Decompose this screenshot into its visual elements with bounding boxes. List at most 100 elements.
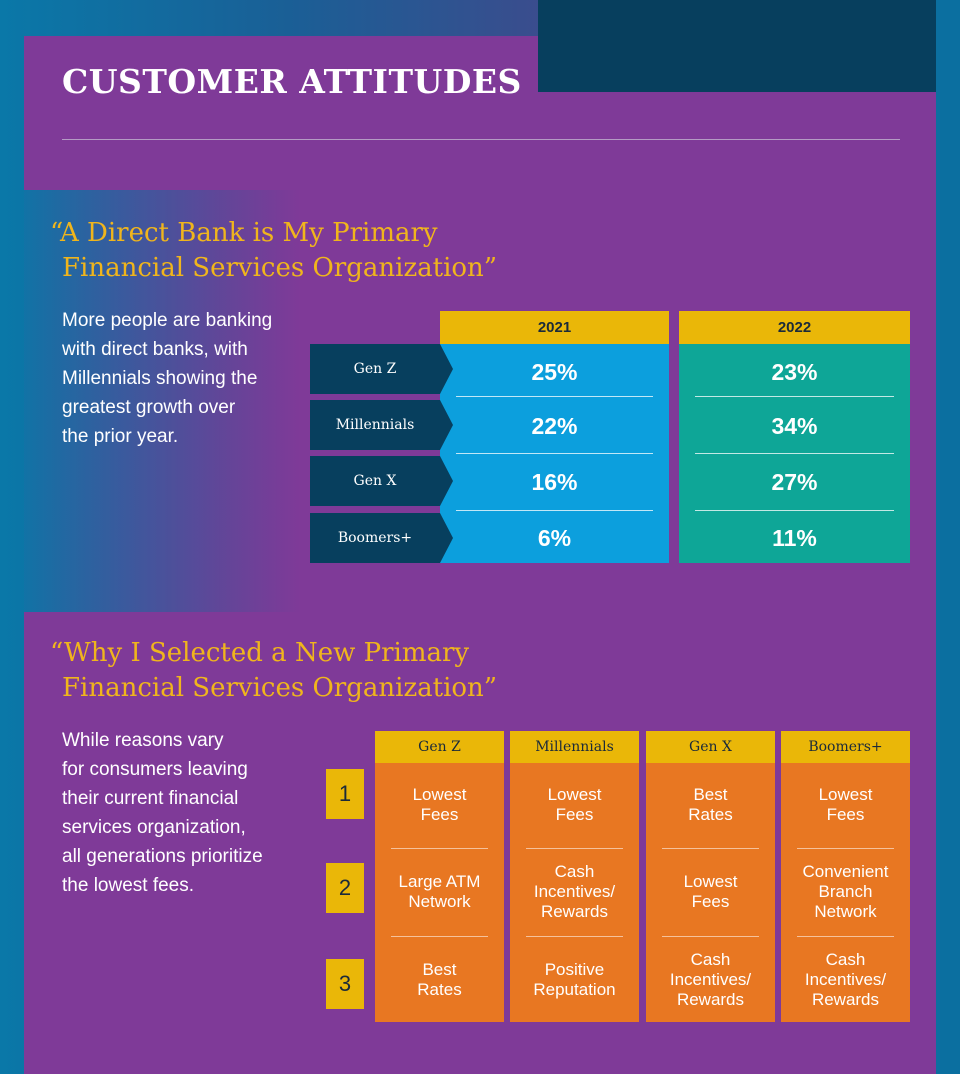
section2-description-line: the lowest fees. — [62, 875, 195, 896]
row-divider — [456, 396, 653, 397]
reason-text: Fees — [691, 892, 730, 911]
row-divider — [695, 453, 894, 454]
row-divider — [456, 510, 653, 511]
reason-header-boomers: Boomers+ — [781, 731, 910, 763]
reason-column-millennials: Lowest Fees Cash Incentives/ Rewards Pos… — [510, 763, 639, 1022]
section2-description-line: their current financial — [62, 788, 239, 809]
section2-quote: “Why I Selected a New Primary Financial … — [50, 636, 497, 706]
reason-text: Lowest — [412, 785, 467, 804]
header-accent-block — [538, 0, 936, 92]
reason-cell: Cash Incentives/ Rewards — [646, 937, 775, 1022]
reason-cell: Positive Reputation — [510, 937, 639, 1022]
reason-cell: Lowest Fees — [781, 763, 910, 847]
row-divider — [797, 848, 894, 849]
section2-description-line: all generations prioritize — [62, 846, 263, 867]
reason-text: Rewards — [540, 902, 609, 921]
section1-description-line: More people are banking — [62, 310, 273, 331]
reason-text: Lowest — [818, 785, 873, 804]
reason-text: Fees — [420, 805, 459, 824]
reason-cell: Lowest Fees — [375, 763, 504, 847]
year-header-2022: 2022 — [679, 311, 910, 344]
row-divider — [662, 936, 759, 937]
reason-cell: Large ATM Network — [375, 849, 504, 935]
section1-description-line: Millennials showing the — [62, 368, 258, 389]
section2-description-line: While reasons vary — [62, 730, 224, 751]
reason-text: Incentives/ — [669, 969, 752, 989]
reason-cell: Lowest Fees — [646, 849, 775, 935]
section1-description: More people are banking with direct bank… — [62, 306, 302, 451]
row-label-gen-z: Gen Z — [310, 344, 453, 394]
title-panel — [24, 36, 538, 92]
reason-cell: Best Rates — [375, 937, 504, 1022]
section1-description-line: with direct banks, with — [62, 339, 248, 360]
reason-text: Network — [814, 902, 877, 921]
reason-text: Fees — [826, 805, 865, 824]
header-panel — [24, 92, 936, 190]
row-divider — [526, 848, 623, 849]
section1-quote-line2: Financial Services Organization” — [62, 253, 498, 283]
title-divider — [62, 139, 900, 140]
section2-description: While reasons vary for consumers leaving… — [62, 726, 302, 900]
reason-text: Lowest — [547, 785, 602, 804]
reason-header-gen-z: Gen Z — [375, 731, 504, 763]
reason-text: Rewards — [811, 989, 880, 1009]
value-2022-gen-z: 23% — [771, 358, 818, 385]
gradient-fade — [24, 190, 300, 612]
page-title: CUSTOMER ATTITUDES — [62, 62, 522, 101]
row-divider — [797, 936, 894, 937]
reason-text: Best — [693, 785, 728, 804]
row-divider — [456, 453, 653, 454]
section1-description-line: greatest growth over — [62, 397, 236, 418]
reason-text: Branch — [818, 882, 873, 901]
reason-cell: Convenient Branch Network — [781, 849, 910, 935]
reason-column-gen-z: Lowest Fees Large ATM Network Best Rates — [375, 763, 504, 1022]
section2-description-line: services organization, — [62, 817, 246, 838]
year-header-2021: 2021 — [440, 311, 669, 344]
reason-cell: Best Rates — [646, 763, 775, 847]
reason-text: Cash — [825, 949, 866, 969]
row-label-millennials: Millennials — [310, 400, 453, 450]
section1-quote-line1: “A Direct Bank is My Primary — [50, 218, 438, 248]
reason-text: Large ATM — [398, 872, 481, 891]
row-divider — [391, 848, 488, 849]
reason-text: Cash — [554, 862, 595, 881]
reason-text: Positive — [544, 959, 605, 979]
reason-text: Rates — [688, 805, 733, 824]
section1-quote: “A Direct Bank is My Primary Financial S… — [50, 216, 497, 286]
row-divider — [391, 936, 488, 937]
reason-text: Convenient — [802, 862, 889, 881]
section2-description-line: for consumers leaving — [62, 759, 248, 780]
row-divider — [695, 510, 894, 511]
row-divider — [662, 848, 759, 849]
reason-column-gen-x: Best Rates Lowest Fees Cash Incentives/ … — [646, 763, 775, 1022]
reason-text: Lowest — [683, 872, 738, 891]
value-2021-millennials: 22% — [531, 412, 578, 439]
row-label-boomers: Boomers+ — [310, 513, 453, 563]
reason-header-millennials: Millennials — [510, 731, 639, 763]
section1-description-line: the prior year. — [62, 426, 179, 447]
value-2021-gen-z: 25% — [531, 358, 578, 385]
reason-text: Incentives/ — [533, 882, 616, 901]
reason-header-gen-x: Gen X — [646, 731, 775, 763]
reason-text: Cash — [690, 949, 731, 969]
value-2022-boomers: 11% — [772, 524, 817, 551]
reason-text: Reputation — [533, 979, 616, 999]
reason-text: Network — [408, 892, 471, 911]
section2-quote-line1: “Why I Selected a New Primary — [50, 638, 470, 668]
value-2021-boomers: 6% — [537, 524, 572, 551]
reason-text: Incentives/ — [804, 969, 887, 989]
rank-badge-3: 3 — [326, 959, 364, 1009]
value-2022-millennials: 34% — [771, 412, 818, 439]
reason-cell: Cash Incentives/ Rewards — [781, 937, 910, 1022]
value-2021-gen-x: 16% — [531, 468, 578, 495]
reason-text: Rewards — [676, 989, 745, 1009]
reason-cell: Lowest Fees — [510, 763, 639, 847]
row-divider — [526, 936, 623, 937]
reason-cell: Cash Incentives/ Rewards — [510, 849, 639, 935]
section2-quote-line2: Financial Services Organization” — [62, 673, 498, 703]
column-2021: 25% 22% 16% 6% — [440, 344, 669, 563]
reason-text: Rates — [417, 979, 462, 999]
right-edge-strip — [936, 0, 960, 1074]
row-divider — [695, 396, 894, 397]
rank-badge-1: 1 — [326, 769, 364, 819]
